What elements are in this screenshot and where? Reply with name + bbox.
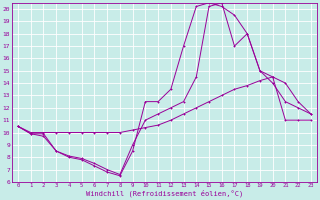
X-axis label: Windchill (Refroidissement éolien,°C): Windchill (Refroidissement éolien,°C)	[86, 190, 243, 197]
